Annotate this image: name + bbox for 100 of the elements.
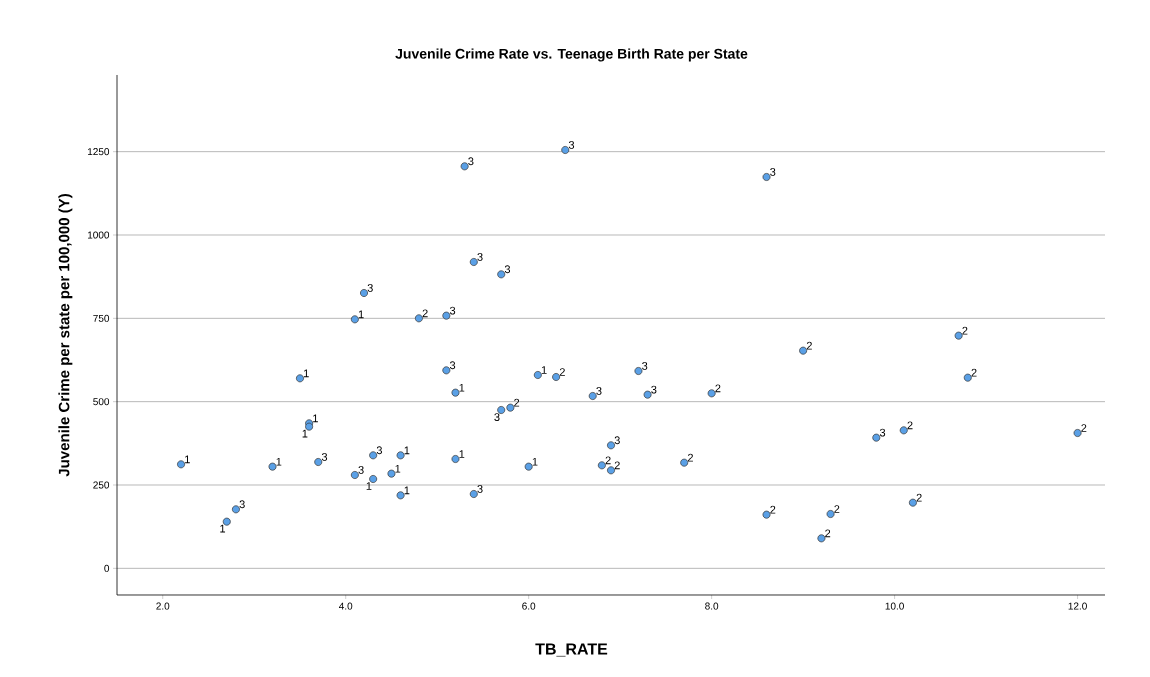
point [396,491,405,500]
point [872,433,881,442]
text: 2 [916,493,922,502]
text: 2 [806,341,812,350]
point [350,315,359,324]
text: 1 [366,482,372,490]
point [469,490,478,498]
point [762,173,771,181]
point [561,146,570,154]
point [533,371,542,379]
text: 2 [825,529,831,538]
point [497,270,506,279]
text: 2 [971,368,977,377]
text: 3 [614,436,620,445]
text: 3 [568,141,575,149]
point [451,455,460,463]
y-tick-label: 0 [104,564,110,572]
text: 1 [541,366,547,374]
point [607,466,615,475]
x-tick-label: 8.0 [705,602,719,610]
text: 3 [642,362,648,370]
text: 3 [504,265,511,274]
point [497,406,506,414]
text: 3 [468,157,474,166]
text: 1 [358,310,364,319]
point [350,471,359,479]
x-tick-label: 10.0 [885,602,904,610]
x-tick-label: 6.0 [522,602,536,610]
point [707,389,716,398]
point [762,510,771,519]
x-axis-title: TB_RATE [535,643,608,657]
text: 1 [304,369,309,378]
text: 2 [962,326,968,335]
text: 3 [239,500,245,509]
y-tick-label: 1250 [87,148,110,156]
point [588,392,597,400]
series-label: 3 [494,413,500,421]
text: 2 [559,368,565,376]
text: 1 [276,457,282,466]
point [442,311,451,320]
point [387,469,396,478]
text: 2 [907,421,913,430]
point [222,517,231,526]
text: 1 [459,450,465,458]
point [634,367,643,375]
point [442,366,451,375]
text: 1 [395,464,401,473]
point [369,475,378,483]
point [643,390,652,399]
text: 1 [313,414,318,423]
point [177,460,185,469]
point [451,388,460,397]
point [506,403,515,412]
y-tick-label: 500 [93,398,110,406]
y-axis-title: Juvenile Crime per state per 100,000 (Y) [58,194,73,477]
series-label: 2 [1081,424,1087,432]
point [607,441,615,450]
point [296,374,304,383]
chart-title: Juvenile Crime Rate vs. Teenage Birth Rate per State [395,48,748,62]
x-tick-label: 2.0 [156,602,170,610]
text: 1 [404,486,410,495]
point [799,346,808,355]
text: 3 [449,361,456,370]
text: 1 [302,429,308,438]
point [680,458,689,467]
point [899,426,908,435]
point [524,462,533,471]
text: 2 [514,398,520,407]
text: 2 [687,453,693,462]
text: 3 [449,306,456,315]
point [817,534,826,543]
text: 3 [358,466,364,474]
text: 2 [715,384,721,393]
point [414,314,423,323]
text: 1 [404,446,410,455]
point [268,462,277,471]
point [826,510,835,518]
text: 3 [770,168,776,176]
point [954,331,963,340]
text: 1 [459,383,465,392]
text: 3 [596,387,602,395]
point [396,451,405,460]
point [1073,429,1082,437]
text: 3 [879,428,886,437]
text: 3 [376,446,382,455]
text: 2 [422,309,428,318]
y-tick-label: 250 [93,481,110,489]
series-label: 1 [220,524,226,533]
text: 2 [770,505,776,514]
x-tick-label: 12.0 [1068,602,1087,610]
text: 3 [477,485,483,493]
point [369,451,378,460]
text: 3 [367,284,373,292]
text: 1 [185,455,190,464]
point [360,289,368,297]
text: 1 [532,457,538,466]
y-tick-label: 1000 [87,231,110,239]
text: 2 [614,461,620,470]
point [908,498,917,507]
x-tick-label: 4.0 [338,602,353,610]
